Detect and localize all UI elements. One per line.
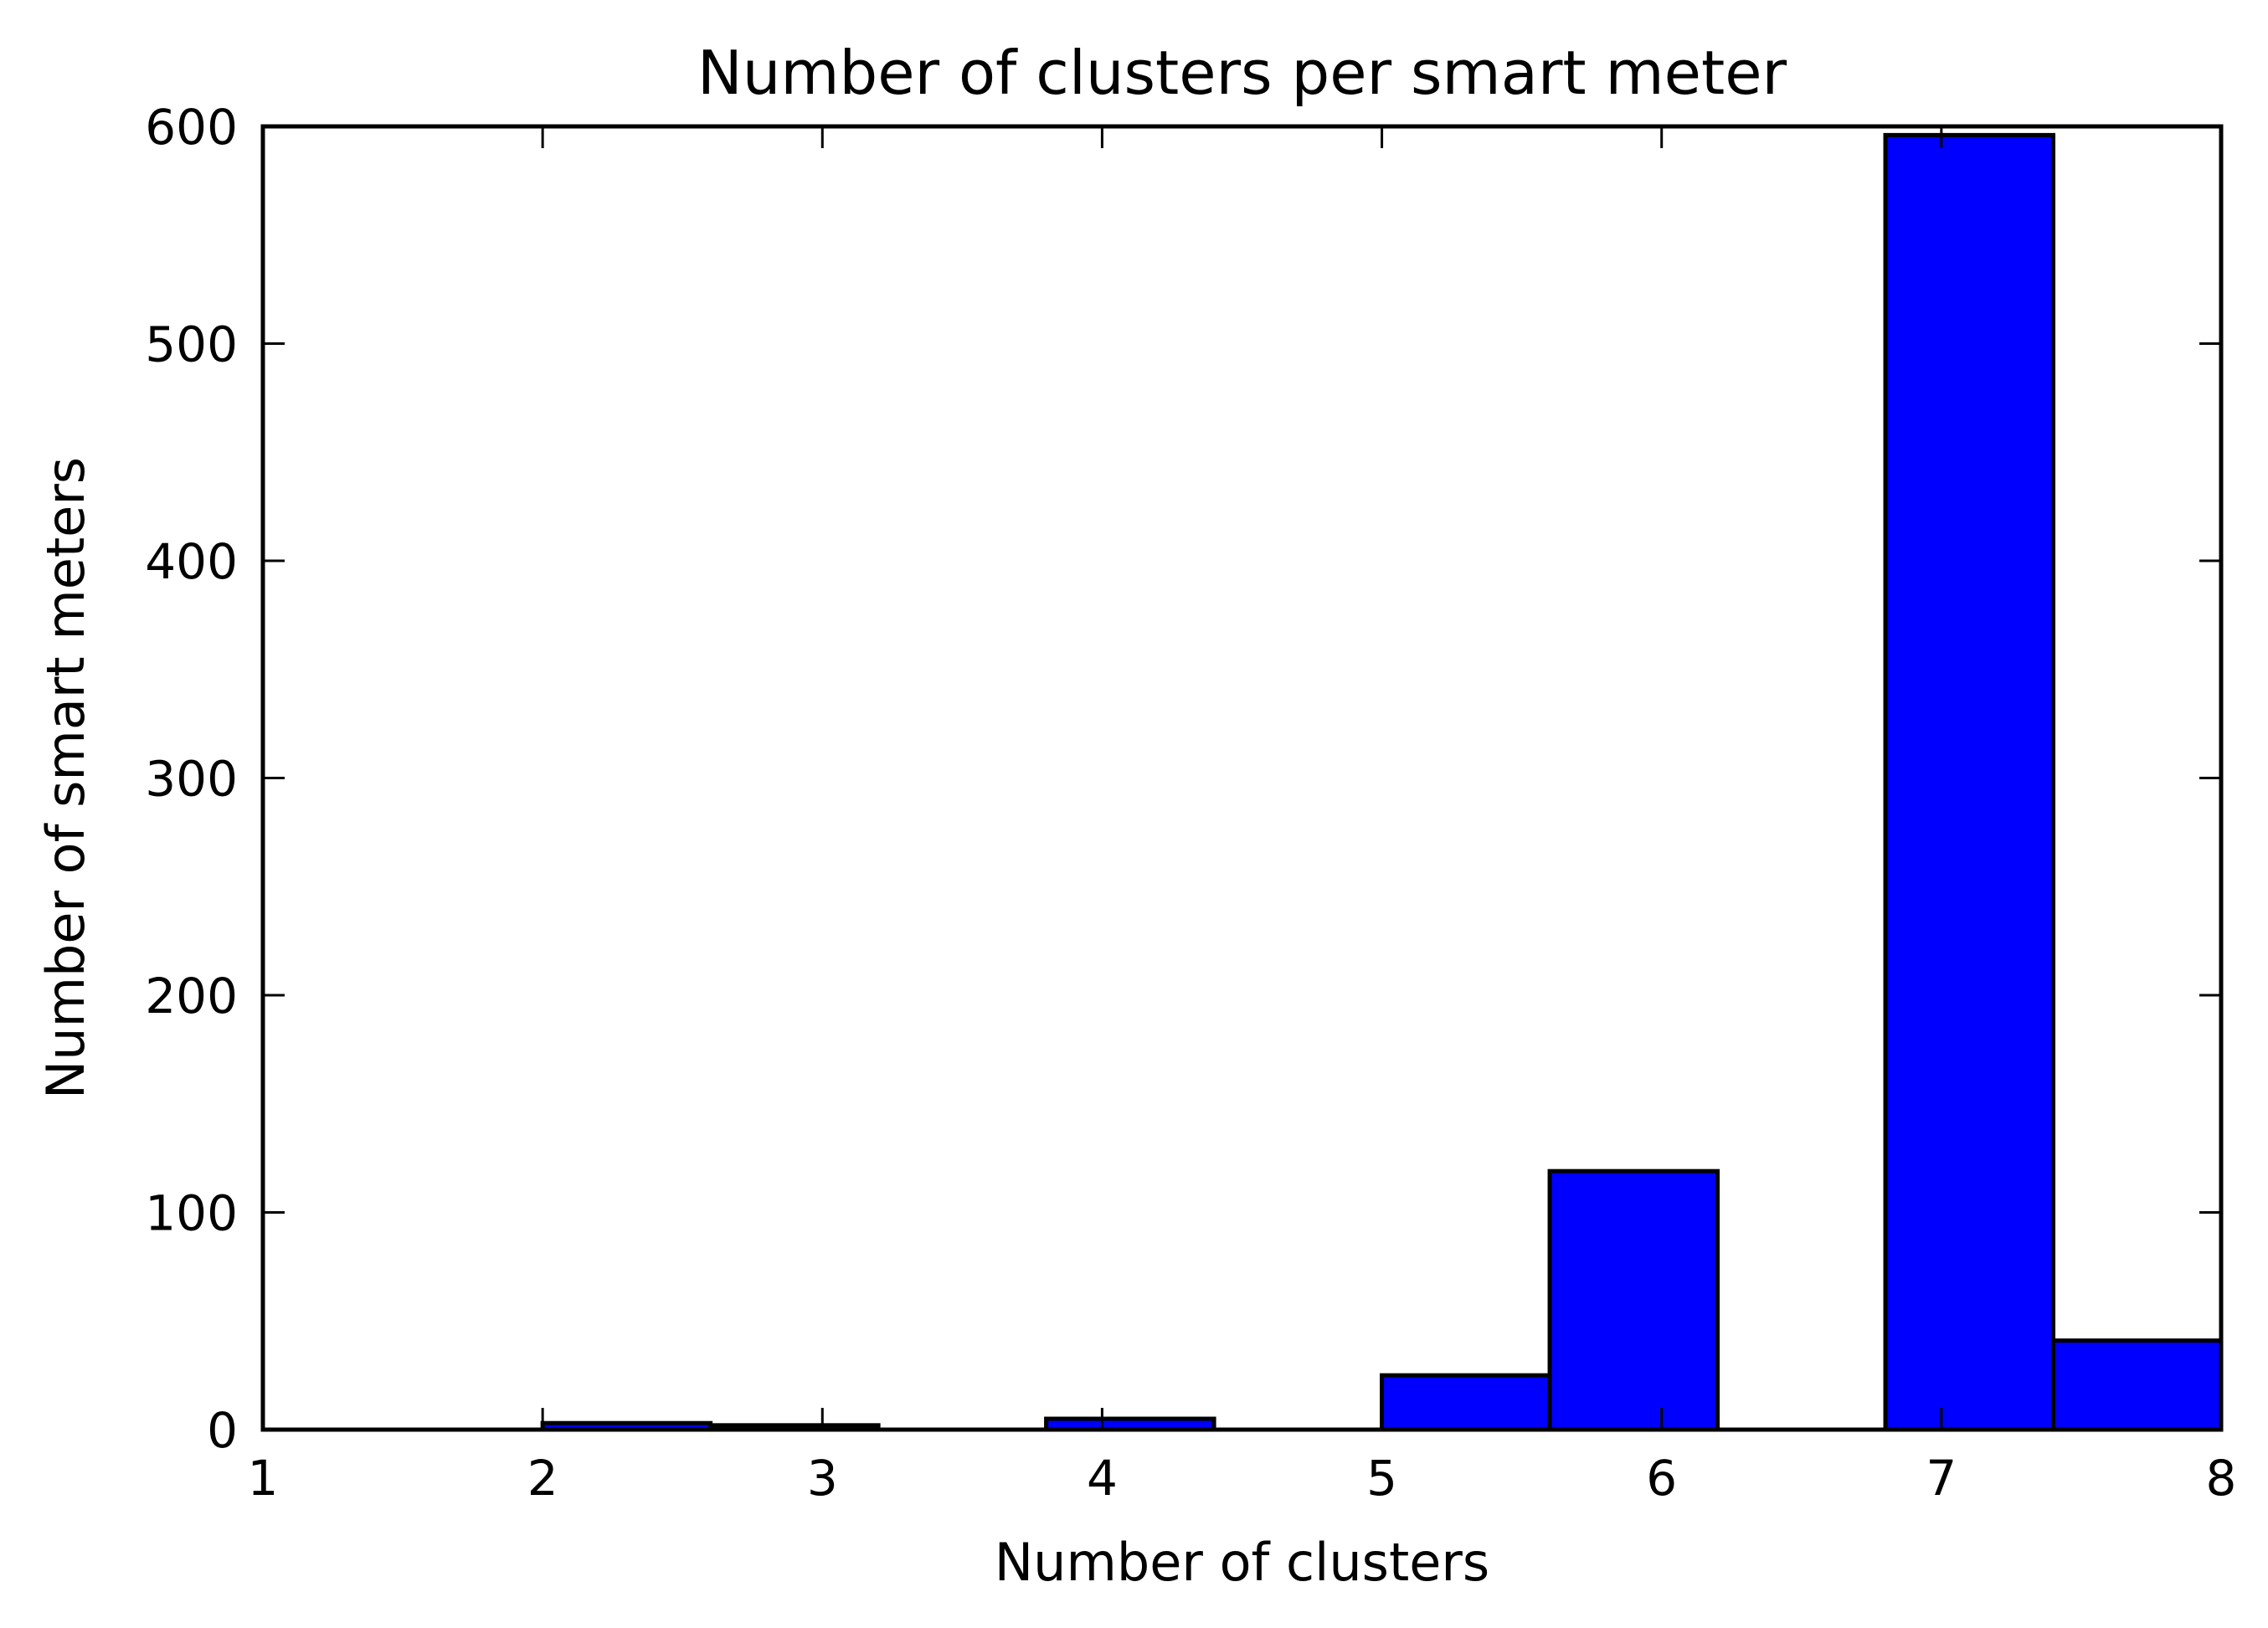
- x-axis-label: Number of clusters: [995, 1532, 1489, 1593]
- x-tick-label-8: 8: [2206, 1450, 2237, 1507]
- y-tick-label-500: 500: [145, 316, 238, 373]
- bars-layer: [540, 132, 2224, 1432]
- x-tick-label-1: 1: [248, 1450, 279, 1507]
- chart-title: Number of clusters per smart meter: [697, 38, 1787, 108]
- x-tick-label-6: 6: [1646, 1450, 1677, 1507]
- y-tick-label-400: 400: [145, 533, 238, 590]
- histogram-bar-7: [2051, 1338, 2224, 1432]
- y-tick-label-0: 0: [207, 1402, 238, 1459]
- x-tick-label-2: 2: [527, 1450, 558, 1507]
- histogram-bar-5: [1547, 1168, 1720, 1432]
- y-tick-label-600: 600: [145, 99, 238, 156]
- x-tick-label-7: 7: [1926, 1450, 1957, 1507]
- histogram-bar-6: [1883, 132, 2056, 1432]
- y-axis-label: Number of smart meters: [35, 457, 96, 1099]
- tick-labels-layer: 1 2 3 4 5 6 7 8 0 100 200 300 400 500 600: [145, 99, 2236, 1507]
- x-tick-label-5: 5: [1366, 1450, 1397, 1507]
- x-tick-label-3: 3: [807, 1450, 838, 1507]
- plot-frame: [260, 124, 2224, 1432]
- x-tick-label-4: 4: [1087, 1450, 1118, 1507]
- y-tick-label-100: 100: [145, 1185, 238, 1242]
- y-tick-label-300: 300: [145, 751, 238, 808]
- y-tick-label-200: 200: [145, 968, 238, 1025]
- histogram-bar-4: [1380, 1373, 1552, 1432]
